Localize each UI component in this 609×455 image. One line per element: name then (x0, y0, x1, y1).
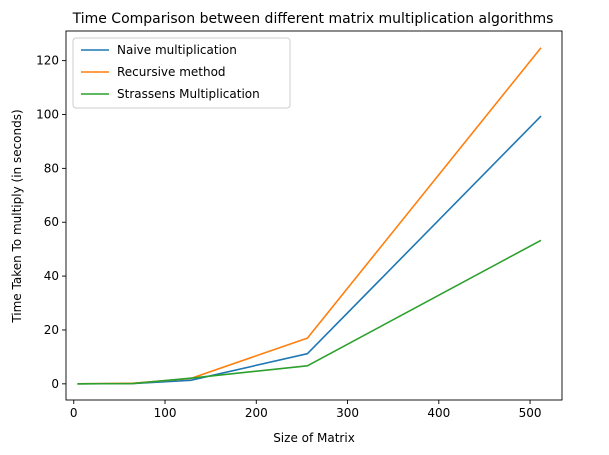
legend-label: Strassens Multiplication (117, 87, 260, 101)
y-tick-label: 40 (44, 269, 59, 283)
y-axis-label: Time Taken To multiply (in seconds) (10, 109, 24, 323)
series-line-naive-multiplication (77, 115, 542, 385)
y-tick-label: 80 (44, 161, 59, 175)
x-tick-label: 400 (427, 406, 450, 420)
y-tick-label: 60 (44, 215, 59, 229)
x-tick-label: 100 (154, 406, 177, 420)
series-layer (77, 47, 542, 385)
legend-label: Naive multiplication (117, 43, 237, 57)
x-axis: 0 100 200 300 400 500 (70, 400, 542, 420)
series-line-strassens-multiplication (77, 239, 542, 385)
y-tick-label: 0 (51, 377, 59, 391)
legend: Naive multiplication Recursive method Stra… (72, 37, 291, 109)
x-tick-label: 200 (245, 406, 268, 420)
y-tick-label: 20 (44, 323, 59, 337)
plot-area-frame (65, 30, 563, 401)
chart-title: Time Comparison between different matrix… (72, 11, 554, 27)
legend-label: Recursive method (117, 65, 226, 79)
y-axis: 0 20 40 60 80 100 120 (36, 54, 66, 391)
x-tick-label: 300 (336, 406, 359, 420)
y-tick-label: 100 (36, 107, 59, 121)
x-tick-label: 0 (70, 406, 78, 420)
y-tick-label: 120 (36, 54, 59, 68)
legend-box (72, 37, 291, 109)
x-axis-label: Size of Matrix (273, 431, 355, 445)
x-tick-label: 500 (519, 406, 542, 420)
